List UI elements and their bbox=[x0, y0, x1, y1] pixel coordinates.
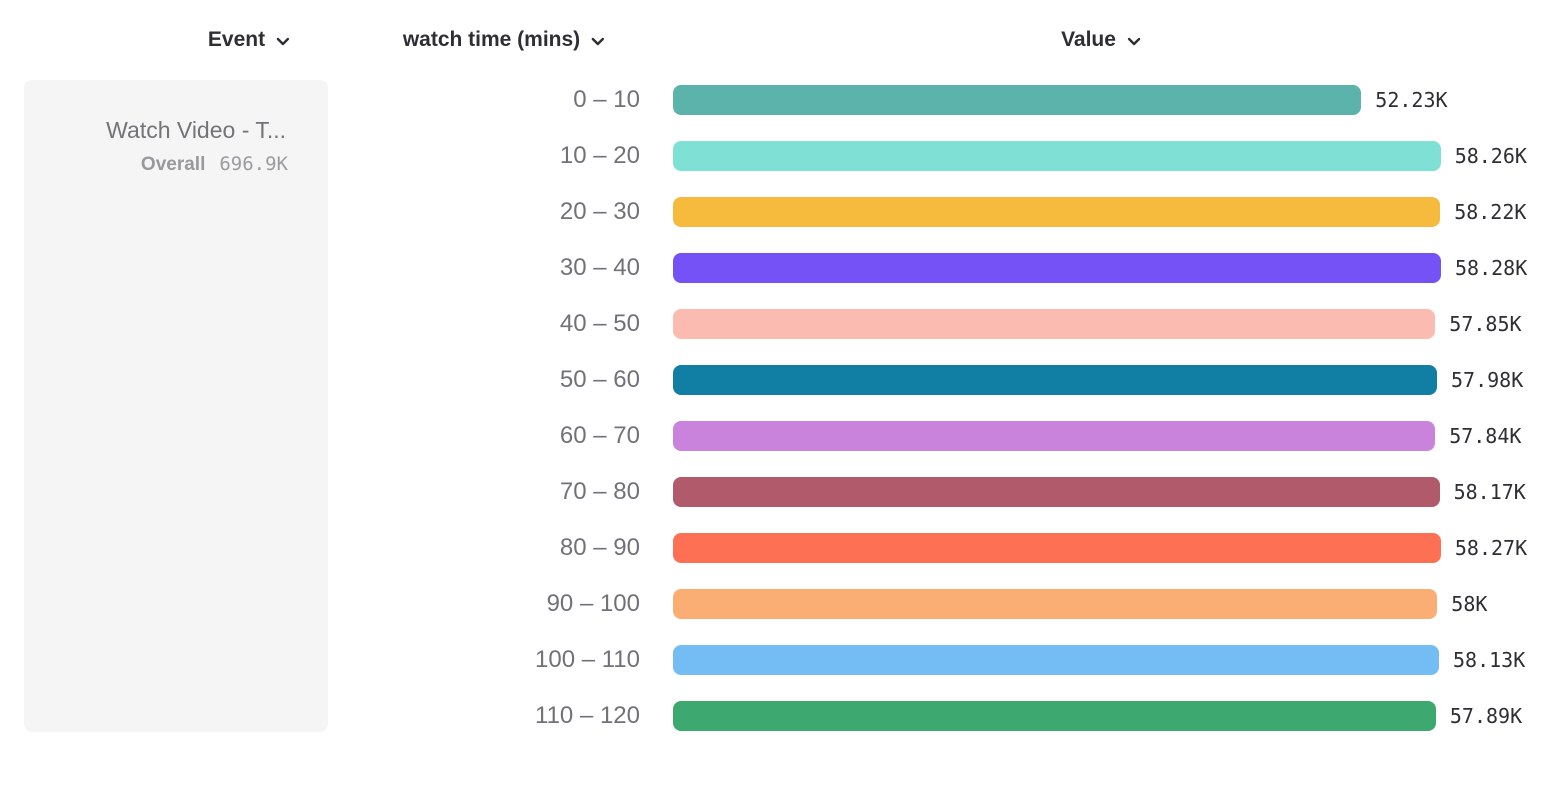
category-label: 110 – 120 bbox=[535, 702, 640, 729]
value-label: 57.98K bbox=[1451, 368, 1524, 392]
bar-segment[interactable] bbox=[673, 365, 1437, 395]
watch-time-column-label: watch time (mins) bbox=[402, 28, 581, 51]
value-label: 57.89K bbox=[1449, 704, 1523, 728]
value-label: 52.23K bbox=[1375, 88, 1448, 112]
value-label: 57.84K bbox=[1449, 424, 1522, 448]
category-label: 80 – 90 bbox=[559, 534, 640, 561]
bar-segment[interactable] bbox=[673, 197, 1441, 227]
value-label: 58.27K bbox=[1454, 536, 1528, 560]
event-column-label: Event bbox=[207, 28, 266, 51]
event-title: Watch Video - T... bbox=[106, 117, 286, 143]
watch-time-column-dropdown[interactable]: watch time (mins) bbox=[403, 28, 605, 52]
chart-row: 30 – 40 58.28K bbox=[380, 240, 1568, 296]
category-label: 90 – 100 bbox=[546, 590, 640, 617]
chart-row: 70 – 80 58.17K bbox=[380, 464, 1568, 520]
value-label: 58.22K bbox=[1454, 200, 1527, 224]
category-label: 20 – 30 bbox=[559, 198, 640, 225]
category-label: 10 – 20 bbox=[559, 142, 640, 169]
value-label: 58.28K bbox=[1455, 256, 1528, 280]
value-label: 58.13K bbox=[1453, 648, 1526, 672]
chart-row: 50 – 60 57.98K bbox=[380, 352, 1568, 408]
chart-row: 90 – 100 58K bbox=[380, 576, 1568, 632]
chevron-down-icon bbox=[1127, 37, 1141, 46]
value-label: 58K bbox=[1451, 592, 1488, 616]
event-overall-row: Overall 696.9K bbox=[24, 153, 328, 176]
chart-row: 0 – 10 52.23K bbox=[380, 72, 1568, 128]
bar-segment[interactable] bbox=[673, 701, 1436, 731]
category-label: 40 – 50 bbox=[559, 310, 640, 337]
category-label: 60 – 70 bbox=[559, 422, 640, 449]
value-column-dropdown[interactable]: Value bbox=[1061, 28, 1141, 52]
value-label: 57.85K bbox=[1449, 312, 1522, 336]
bar-segment[interactable] bbox=[673, 421, 1436, 451]
overall-value: 696.9K bbox=[219, 153, 288, 175]
bar-segment[interactable] bbox=[673, 589, 1438, 619]
bar-segment[interactable] bbox=[673, 309, 1436, 339]
chevron-down-icon bbox=[276, 37, 290, 46]
bar-segment[interactable] bbox=[673, 141, 1441, 171]
chart-row: 40 – 50 57.85K bbox=[380, 296, 1568, 352]
chart-row: 60 – 70 57.84K bbox=[380, 408, 1568, 464]
bar-chart-rows: 0 – 10 52.23K 10 – 20 58.26K 20 – 30 58.22K 30… bbox=[380, 72, 1568, 744]
category-label: 70 – 80 bbox=[559, 478, 640, 505]
value-label: 58.17K bbox=[1453, 480, 1526, 504]
category-label: 50 – 60 bbox=[559, 366, 640, 393]
value-label: 58.26K bbox=[1454, 144, 1527, 168]
category-label: 0 – 10 bbox=[573, 86, 640, 113]
chart-row: 100 – 110 58.13K bbox=[380, 632, 1568, 688]
chart-row: 10 – 20 58.26K bbox=[380, 128, 1568, 184]
chart-row: 110 – 120 57.89K bbox=[380, 688, 1568, 744]
overall-label: Overall bbox=[140, 154, 206, 175]
category-label: 30 – 40 bbox=[559, 254, 640, 281]
value-column-label: Value bbox=[1061, 28, 1116, 51]
bar-segment[interactable] bbox=[673, 477, 1440, 507]
bar-segment[interactable] bbox=[673, 85, 1362, 115]
chevron-down-icon bbox=[591, 37, 605, 46]
bar-segment[interactable] bbox=[673, 645, 1439, 675]
event-column-dropdown[interactable]: Event bbox=[208, 28, 290, 52]
chart-row: 20 – 30 58.22K bbox=[380, 184, 1568, 240]
chart-row: 80 – 90 58.27K bbox=[380, 520, 1568, 576]
bar-segment[interactable] bbox=[673, 253, 1441, 283]
bar-segment[interactable] bbox=[673, 533, 1441, 563]
event-card[interactable]: Watch Video - T... Overall 696.9K bbox=[24, 80, 328, 732]
category-label: 100 – 110 bbox=[535, 646, 640, 673]
